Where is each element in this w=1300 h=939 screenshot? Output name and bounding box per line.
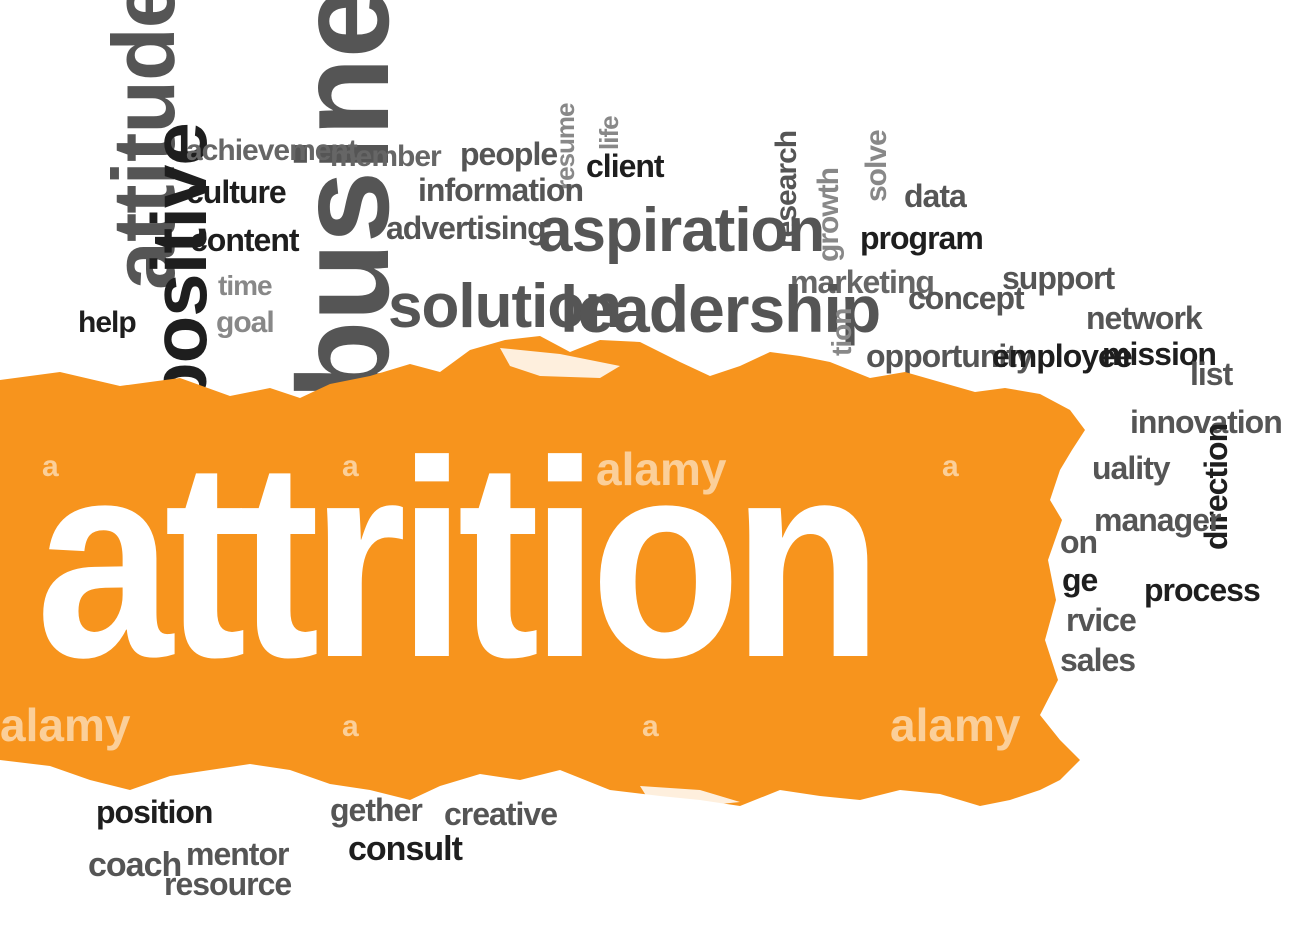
word-list: list (1190, 356, 1233, 392)
headline-attrition: attrition (36, 404, 883, 716)
watermark-letter-3: a (942, 450, 959, 483)
watermark-letter-1: a (42, 450, 59, 483)
word-tion: tion (826, 308, 857, 356)
watermark-letter-2: a (342, 450, 359, 483)
word-coach: coach (88, 846, 182, 884)
word-position: position (96, 794, 213, 830)
word-support: support (1002, 260, 1115, 296)
watermark-letter-4: a (342, 710, 359, 743)
word-data: data (904, 178, 967, 214)
word-member: member (330, 140, 442, 173)
watermark-alamy-1: alamy (596, 443, 727, 495)
word-leadership: leadership (560, 272, 881, 346)
word-culture: culture (186, 174, 287, 210)
word-together: gether (330, 792, 423, 828)
word-quality: uality (1092, 450, 1171, 486)
word-program: program (860, 220, 984, 256)
word-time: time (218, 270, 273, 301)
banner-streak-3 (640, 786, 740, 806)
word-aspiration: aspiration (538, 196, 825, 265)
watermark-letter-5: a (642, 710, 659, 743)
word-resource: resource (164, 866, 292, 902)
word-people: people (460, 136, 558, 172)
word-solve: solve (860, 130, 893, 202)
word-solution: solution (388, 272, 622, 341)
word-life: life (594, 116, 624, 150)
word-service: rvice (1066, 602, 1137, 638)
word-marketing: marketing (790, 264, 935, 300)
word-network: network (1086, 300, 1203, 336)
word-achievement: achievement (186, 134, 358, 167)
word-goal: goal (216, 306, 275, 339)
word-creative: creative (444, 796, 558, 832)
word-process: process (1144, 572, 1261, 608)
word-manager: manager (1094, 502, 1221, 538)
word-mission: mission (1102, 336, 1217, 372)
word-mentor: mentor (186, 836, 289, 872)
word-ge: ge (1062, 562, 1098, 598)
banner-streak-2 (220, 770, 330, 800)
word-sales: sales (1060, 642, 1136, 678)
word-on: on (1060, 524, 1098, 560)
word-information: information (418, 172, 584, 208)
word-consult: consult (348, 830, 463, 868)
banner-streak (500, 348, 620, 378)
word-concept: concept (908, 280, 1025, 316)
word-content: content (190, 222, 300, 258)
watermark-alamy-2: alamy (0, 699, 131, 751)
word-client: client (586, 148, 665, 184)
word-help: help (78, 306, 137, 339)
watermark-alamy-3: alamy (890, 699, 1021, 751)
word-advertising: advertising (386, 210, 547, 246)
word-innovation: innovation (1130, 404, 1283, 440)
